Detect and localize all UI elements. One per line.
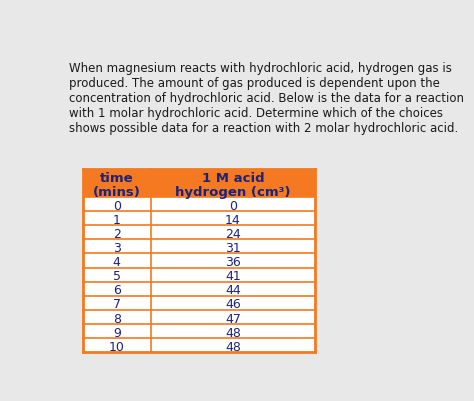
Text: 0: 0 — [229, 199, 237, 212]
Bar — [151, 212, 315, 226]
Text: 1: 1 — [113, 213, 121, 226]
Bar — [151, 282, 315, 296]
Bar — [151, 268, 315, 282]
Text: 24: 24 — [225, 227, 241, 240]
Bar — [82, 282, 151, 296]
Bar — [82, 310, 151, 324]
Bar — [151, 296, 315, 310]
Text: 31: 31 — [225, 241, 241, 254]
Text: 48: 48 — [225, 326, 241, 339]
Text: 10: 10 — [109, 340, 125, 353]
Text: time: time — [100, 171, 134, 184]
Bar — [82, 198, 151, 212]
Bar — [82, 338, 151, 352]
Text: 5: 5 — [113, 269, 121, 283]
Bar — [151, 310, 315, 324]
Text: concentration of hydrochloric acid. Below is the data for a reaction: concentration of hydrochloric acid. Belo… — [69, 92, 464, 105]
Bar — [82, 240, 151, 254]
Text: shows possible data for a reaction with 2 molar hydrochloric acid.: shows possible data for a reaction with … — [69, 122, 458, 135]
Text: 3: 3 — [113, 241, 121, 254]
Bar — [82, 212, 151, 226]
Text: 9: 9 — [113, 326, 121, 339]
Bar — [82, 170, 151, 184]
Text: 2: 2 — [113, 227, 121, 240]
Bar — [151, 226, 315, 240]
Text: with 1 molar hydrochloric acid. Determine which of the choices: with 1 molar hydrochloric acid. Determin… — [69, 107, 443, 120]
Text: 47: 47 — [225, 312, 241, 325]
Text: 46: 46 — [225, 298, 241, 311]
Text: 36: 36 — [225, 255, 241, 269]
Text: produced. The amount of gas produced is dependent upon the: produced. The amount of gas produced is … — [69, 77, 439, 90]
Text: 4: 4 — [113, 255, 121, 269]
Text: When magnesium reacts with hydrochloric acid, hydrogen gas is: When magnesium reacts with hydrochloric … — [69, 62, 451, 75]
Bar — [151, 170, 315, 184]
Text: 0: 0 — [113, 199, 121, 212]
Text: 7: 7 — [113, 298, 121, 311]
Bar — [82, 226, 151, 240]
Text: (mins): (mins) — [93, 185, 141, 198]
Text: 41: 41 — [225, 269, 241, 283]
Text: hydrogen (cm³): hydrogen (cm³) — [175, 185, 291, 198]
Text: 1 M acid: 1 M acid — [202, 171, 264, 184]
Text: 14: 14 — [225, 213, 241, 226]
Bar — [151, 184, 315, 198]
Bar — [151, 240, 315, 254]
Bar — [82, 184, 151, 198]
Bar — [82, 268, 151, 282]
Bar — [151, 198, 315, 212]
Bar — [82, 254, 151, 268]
Bar — [82, 324, 151, 338]
Bar — [151, 324, 315, 338]
Text: 44: 44 — [225, 284, 241, 297]
Text: 8: 8 — [113, 312, 121, 325]
Bar — [151, 338, 315, 352]
Text: 6: 6 — [113, 284, 121, 297]
Bar — [82, 296, 151, 310]
Text: 48: 48 — [225, 340, 241, 353]
Bar — [151, 254, 315, 268]
